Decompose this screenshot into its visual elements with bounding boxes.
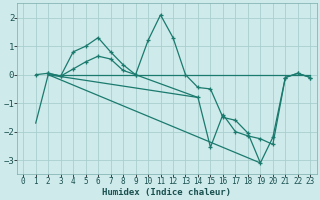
- X-axis label: Humidex (Indice chaleur): Humidex (Indice chaleur): [102, 188, 231, 197]
